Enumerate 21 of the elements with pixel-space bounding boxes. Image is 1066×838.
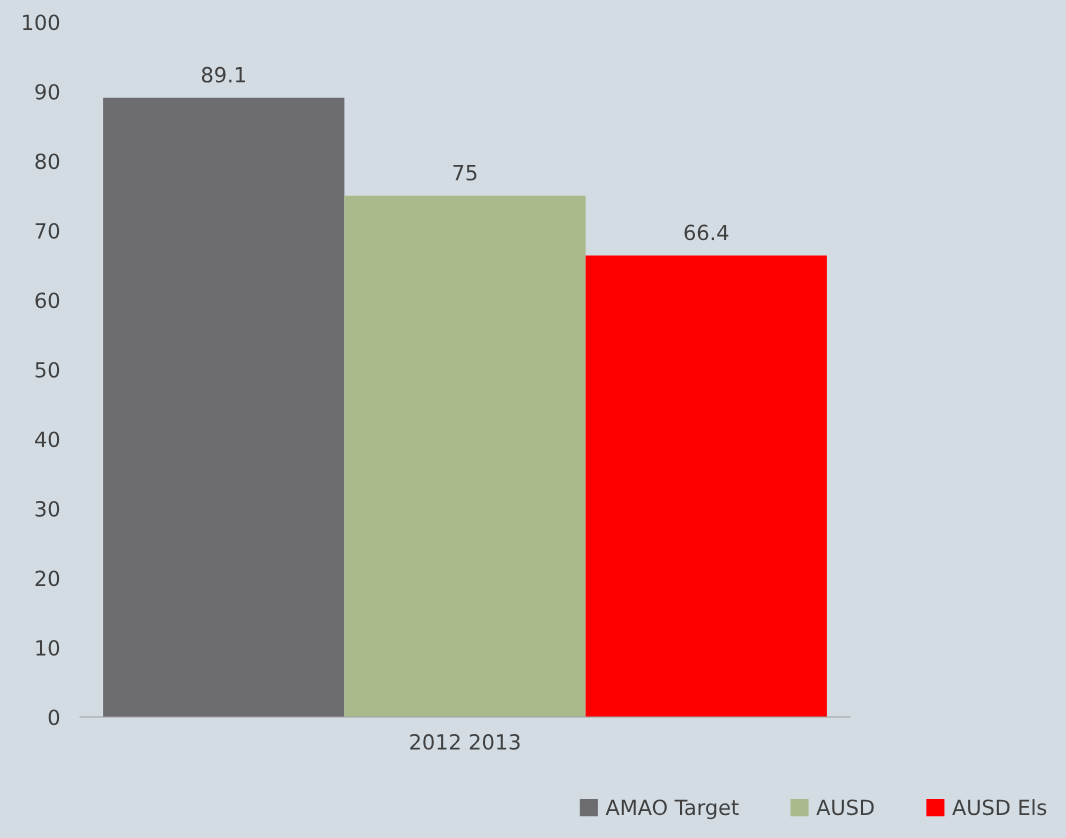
y-tick-label: 50 <box>35 361 60 378</box>
y-tick-label: 70 <box>35 222 60 239</box>
legend-label: AUSD <box>816 799 874 816</box>
data-label: 89.1 <box>201 66 245 83</box>
x-tick-label: 2012 2013 <box>410 734 520 750</box>
data-label: 66.4 <box>684 224 729 241</box>
y-tick-label: 90 <box>35 83 60 100</box>
legend-label: AUSD Els <box>952 799 1047 816</box>
bar <box>585 255 827 717</box>
data-label: 75 <box>453 165 477 181</box>
bar <box>344 195 586 717</box>
y-tick-label: 10 <box>36 639 60 656</box>
y-tick-label: 20 <box>35 570 60 587</box>
y-tick-label: 30 <box>35 500 60 517</box>
y-tick-label: 100 <box>23 14 60 31</box>
y-tick-label: 40 <box>35 431 60 448</box>
y-tick-label: 80 <box>35 153 60 170</box>
bar <box>103 97 345 717</box>
legend-label: AMAO Target <box>605 799 739 820</box>
y-tick-label: 0 <box>48 709 60 726</box>
y-tick-label: 60 <box>35 292 60 309</box>
